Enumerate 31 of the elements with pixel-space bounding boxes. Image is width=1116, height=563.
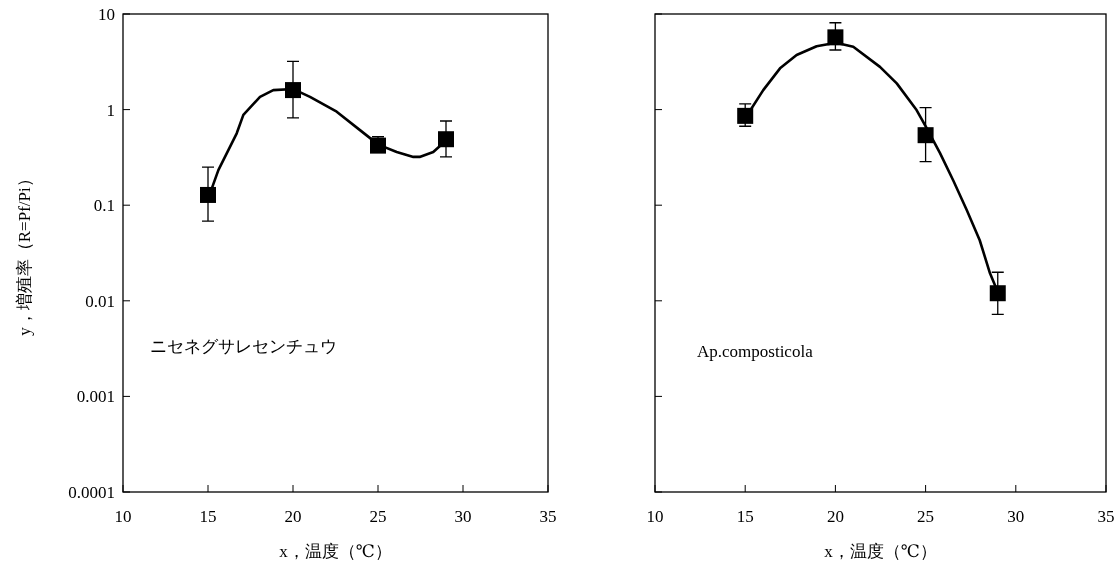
x-tick-label: 15 [199,507,217,526]
point [200,186,216,203]
y-tick-label: 0.01 [85,291,115,311]
point [827,29,844,46]
x-tick-label: 35 [1097,507,1115,526]
y-tick-label: 0.1 [93,196,115,216]
point [989,285,1006,302]
x-tick-label: 35 [539,507,557,526]
annotation: Ap.composticola [697,342,814,361]
point [370,137,386,154]
x-tick-label: 25 [369,507,387,526]
annotation: ニセネグサレセンチュウ [150,337,337,356]
point [438,131,454,148]
x-tick-label: 10 [646,507,664,526]
y-tick-label: 10 [98,5,115,24]
x-axis-title: x，温度（℃） [824,542,937,561]
y-tick-label: 1 [106,100,115,120]
point [737,107,754,124]
y-tick-label: 0.001 [76,387,115,407]
x-tick-label: 20 [826,507,844,526]
x-tick-label: 30 [454,507,472,526]
point [285,82,301,99]
x-tick-label: 30 [1007,507,1025,526]
x-tick-label: 15 [736,507,754,526]
x-tick-label: 10 [114,507,132,526]
x-tick-label: 20 [284,507,302,526]
y-axis-title: y，増殖率（R=Pf/Pi） [15,170,34,336]
x-tick-label: 25 [917,507,935,526]
point [917,127,934,144]
x-axis-title: x，温度（℃） [279,542,392,561]
y-tick-label: 0.0001 [68,483,115,502]
